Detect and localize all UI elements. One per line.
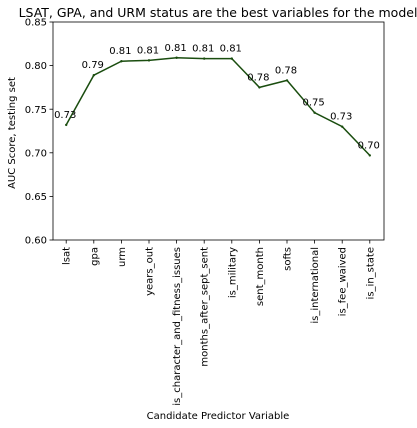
data-point	[341, 125, 344, 128]
data-label: 0.79	[82, 60, 104, 71]
data-point	[230, 57, 233, 60]
x-tick-label: months_after_sept_sent	[200, 247, 211, 367]
x-tick-label: is_character_and_fitness_issues	[172, 247, 183, 406]
data-label: 0.73	[330, 112, 352, 123]
data-label: 0.81	[109, 46, 131, 57]
data-point	[258, 86, 261, 89]
y-tick-label: 0.75	[25, 105, 47, 116]
data-point	[65, 123, 68, 127]
x-axis-label: Candidate Predictor Variable	[147, 411, 290, 422]
plot-frame	[52, 21, 385, 241]
x-tick-label: lsat	[62, 247, 73, 265]
chart-title: LSAT, GPA, and URM status are the best v…	[19, 5, 417, 20]
data-label: 0.70	[358, 140, 380, 151]
data-label: 0.81	[137, 45, 159, 56]
x-tick-label: years_out	[145, 247, 156, 296]
data-point	[313, 111, 316, 114]
data-point	[92, 73, 96, 77]
x-tick-label: urm	[117, 247, 128, 267]
data-label: 0.78	[247, 72, 269, 83]
data-point	[285, 79, 289, 82]
data-label: 0.73	[54, 110, 76, 121]
x-tick-label: is_in_state	[365, 247, 376, 299]
data-point	[175, 56, 178, 59]
data-point	[147, 59, 151, 62]
series-line	[65, 57, 371, 156]
data-label: 0.81	[192, 44, 214, 55]
y-tick-label: 0.85	[25, 18, 47, 29]
data-point	[203, 57, 206, 60]
y-tick-label: 0.70	[25, 148, 47, 159]
data-label: 0.81	[220, 44, 242, 55]
y-tick-label: 0.80	[25, 61, 47, 72]
x-tick-label: is_international	[310, 247, 321, 324]
x-tick-label: softs	[283, 247, 294, 271]
y-tick-label: 0.60	[25, 236, 47, 247]
x-tick-label: sent_month	[255, 247, 266, 306]
y-axis-label: AUC Score, testing set	[7, 77, 18, 189]
data-point	[368, 154, 371, 157]
x-tick-label: is_military	[227, 247, 238, 298]
data-label: 0.75	[302, 98, 324, 109]
y-tick-label: 0.65	[25, 192, 47, 203]
x-tick-label: is_fee_waived	[338, 247, 349, 316]
x-tick-label: gpa	[89, 247, 100, 266]
plot-area: 0.60 0.65 0.70 0.75 0.80 0.85 lsat gpa urm years_…	[25, 18, 385, 406]
data-label: 0.78	[275, 65, 297, 76]
data-point	[120, 60, 123, 63]
data-label: 0.81	[164, 43, 186, 54]
